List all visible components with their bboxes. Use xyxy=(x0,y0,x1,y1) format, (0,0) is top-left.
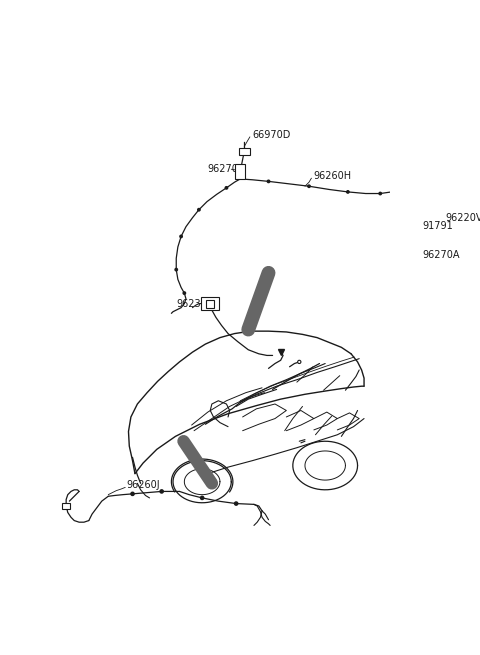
Circle shape xyxy=(398,188,401,191)
Bar xyxy=(239,148,250,155)
Bar xyxy=(62,503,70,509)
Circle shape xyxy=(198,208,200,211)
Text: 96270: 96270 xyxy=(208,164,239,174)
Circle shape xyxy=(267,180,270,183)
Circle shape xyxy=(347,191,349,193)
Bar xyxy=(235,164,245,179)
Circle shape xyxy=(308,185,310,187)
Circle shape xyxy=(298,360,301,364)
Circle shape xyxy=(451,244,456,250)
Circle shape xyxy=(175,269,178,271)
Text: 96260J: 96260J xyxy=(127,480,160,490)
Text: 66970D: 66970D xyxy=(252,130,291,140)
Circle shape xyxy=(180,235,182,238)
Circle shape xyxy=(183,292,186,294)
Text: 96230A: 96230A xyxy=(176,299,214,309)
Circle shape xyxy=(201,496,204,500)
Text: 96270A: 96270A xyxy=(422,250,460,260)
Circle shape xyxy=(131,493,134,495)
Text: 96260H: 96260H xyxy=(313,171,351,181)
Circle shape xyxy=(225,187,228,189)
Bar xyxy=(206,299,214,308)
Bar xyxy=(398,225,422,240)
Text: 91791: 91791 xyxy=(422,221,453,231)
Circle shape xyxy=(160,490,163,493)
Bar xyxy=(201,297,219,310)
Circle shape xyxy=(235,502,238,505)
Bar xyxy=(405,250,420,260)
Circle shape xyxy=(379,193,382,195)
Text: 96220V: 96220V xyxy=(445,213,480,223)
